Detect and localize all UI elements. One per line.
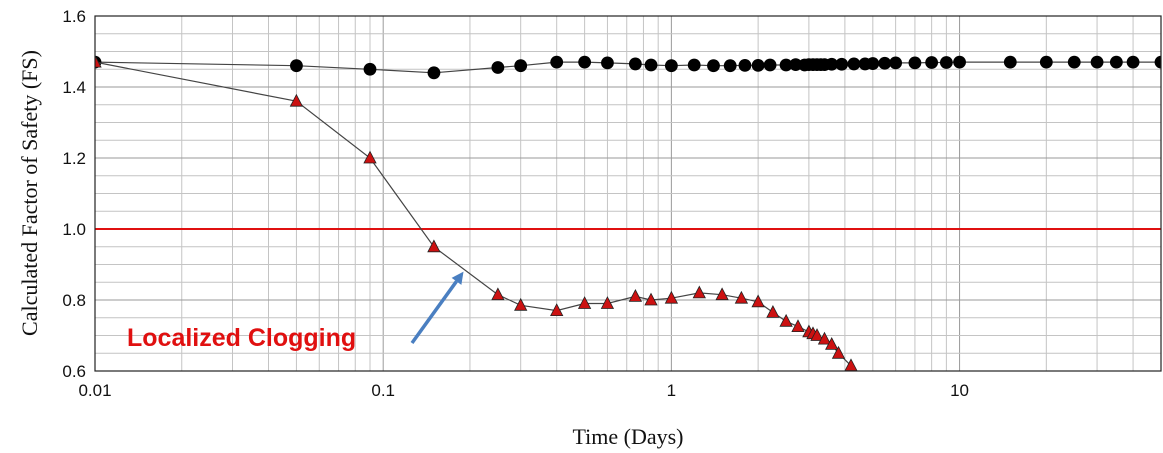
triangle-marker [628,289,643,302]
triangle-marker [514,297,528,311]
circle-marker [953,55,966,69]
circle-marker [908,56,922,70]
x-tick-label: 0.01 [78,381,111,400]
annotation-arrow-shaft [410,280,458,345]
triangle-marker [791,319,805,333]
y-tick-label: 1.0 [62,220,86,239]
circle-marker [1003,55,1017,69]
circle-marker [1067,55,1081,69]
x-axis-title: Time (Days) [572,424,683,449]
triangle-marker [766,305,780,318]
series-layer [95,54,1161,371]
circle-marker [550,55,564,69]
plot-frame [94,15,1162,372]
triangle-marker [550,303,564,317]
circle-marker [751,58,765,72]
circle-marker [723,59,737,73]
y-tick-label: 0.8 [62,291,86,310]
y-tick-label: 0.6 [62,362,86,381]
circle-marker [687,58,701,72]
circle-marker [427,66,441,80]
triangle-marker [751,294,765,308]
triangle-marker [289,93,304,107]
circle-marker [925,56,939,69]
tick-labels: 0.01 0.1 1 10 0.6 0.8 1.0 1.2 1.4 1.6 [62,7,969,400]
triangle-marker [95,54,102,68]
gridlines [94,16,1162,371]
annotation-text: Localized Clogging [127,324,356,352]
circle-marker [889,56,903,70]
circle-marker [578,55,592,69]
circle-marker [1090,55,1104,69]
circle-marker [878,56,892,70]
triangle-marker [817,331,832,345]
triangle-marker [825,337,839,350]
triangle-marker [692,285,706,299]
triangle-marker [491,287,505,301]
triangle-marker [831,345,846,359]
x-tick-label: 10 [950,381,969,400]
series-1-line [95,61,1161,74]
circle-marker [514,59,528,73]
circle-marker [835,57,849,71]
triangle-marker [715,287,729,301]
triangle-marker [644,292,658,306]
circle-marker [601,56,614,70]
circle-marker [738,58,752,72]
annotation-arrow-head [451,271,464,285]
circle-marker [628,57,642,71]
circle-marker [763,58,777,72]
circle-marker [644,58,658,72]
circle-marker [1126,55,1140,69]
triangle-marker [363,150,377,164]
y-tick-label: 1.4 [62,78,86,97]
annotation: Localized Clogging [127,271,464,352]
circle-marker [939,56,953,69]
circle-marker [491,61,505,74]
x-tick-label: 0.1 [371,381,395,400]
circle-marker [363,62,377,76]
circle-marker [707,59,720,73]
triangle-marker [664,290,679,304]
triangle-marker [734,290,749,304]
triangle-marker [810,328,824,341]
circle-marker [1109,55,1123,69]
circle-marker [290,59,303,73]
triangle-marker [600,296,615,309]
circle-marker [1154,55,1161,69]
series-2-line [95,61,852,367]
y-tick-label: 1.2 [62,149,86,168]
y-tick-label: 1.6 [62,7,86,26]
y-axis-title: Calculated Factor of Safety (FS) [17,50,42,336]
triangle-marker [577,296,592,309]
circle-marker [866,57,880,70]
triangle-marker [779,313,793,327]
circle-marker [1039,55,1053,69]
circle-marker [847,57,861,71]
triangle-marker [427,239,441,253]
x-tick-label: 1 [667,381,676,400]
circle-marker [664,59,678,73]
